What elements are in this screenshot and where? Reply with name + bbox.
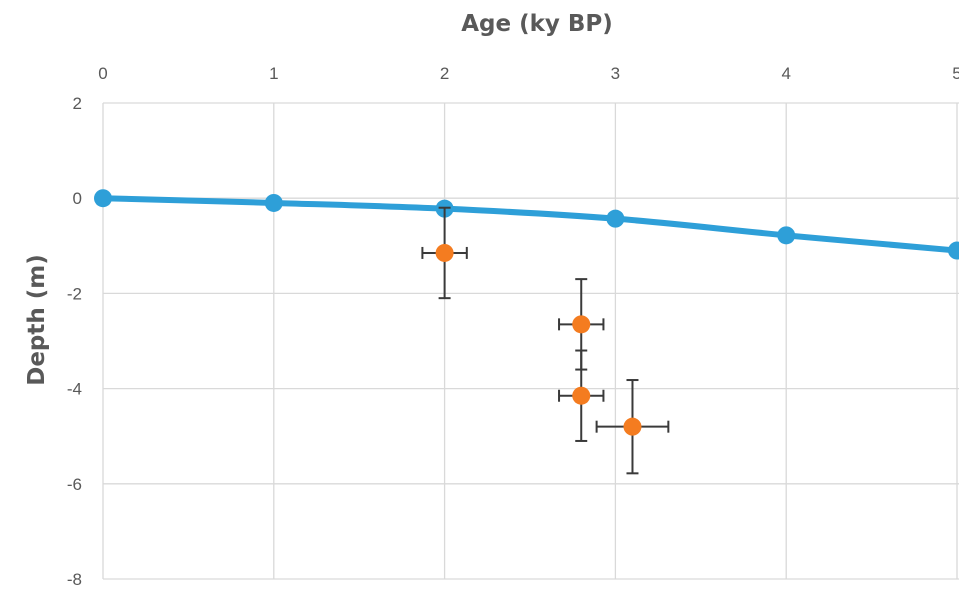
y-tick-label: -2 xyxy=(67,284,82,303)
x-tick-label: 2 xyxy=(440,64,449,83)
x-tick-label: 4 xyxy=(781,64,790,83)
model-curve-line xyxy=(100,195,959,254)
sample-point xyxy=(623,417,642,436)
plot-area xyxy=(94,189,959,475)
y-tick-label: -6 xyxy=(67,475,82,494)
x-tick-label: 1 xyxy=(269,64,278,83)
y-axis-title: Depth (m) xyxy=(24,254,50,386)
x-axis-ticks: 0 1 2 3 4 5 xyxy=(98,64,959,83)
sample-point xyxy=(572,386,591,405)
y-tick-label: -4 xyxy=(67,380,82,399)
y-tick-label: 2 xyxy=(73,94,82,113)
x-axis-title: Age (ky BP) xyxy=(461,11,613,37)
sample-point xyxy=(572,315,591,334)
model-curve-point xyxy=(948,241,959,260)
x-tick-label: 0 xyxy=(98,64,107,83)
x-tick-label: 5 xyxy=(952,64,959,83)
model-curve-point xyxy=(777,226,796,245)
model-curve-point xyxy=(606,209,625,228)
y-tick-label: 0 xyxy=(73,189,82,208)
model-curve-point xyxy=(94,189,112,208)
model-curve-point xyxy=(264,193,283,212)
y-axis-ticks: 2 0 -2 -4 -6 -8 xyxy=(67,94,82,589)
x-tick-label: 3 xyxy=(611,64,620,83)
grid xyxy=(102,102,959,580)
sample-point xyxy=(435,243,454,262)
y-tick-label: -8 xyxy=(67,570,82,589)
